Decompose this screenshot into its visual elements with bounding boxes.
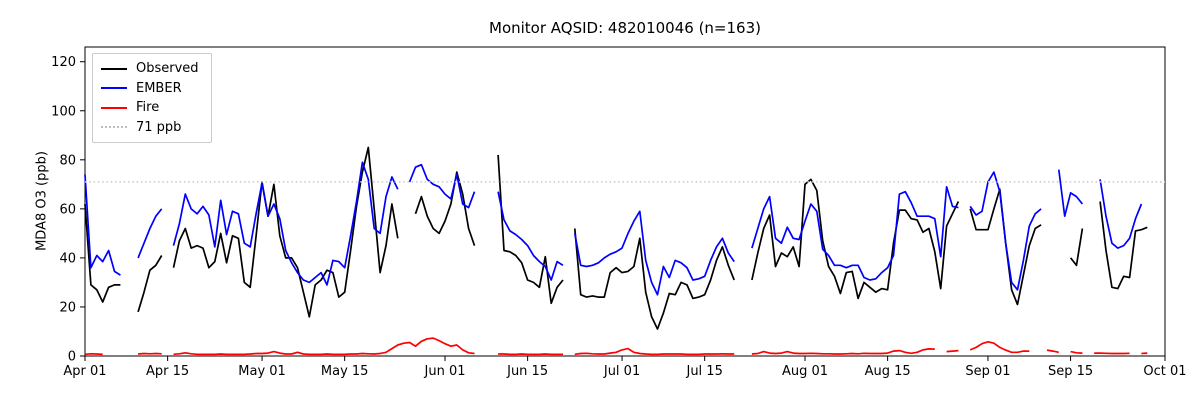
x-tick-label: Sep 01 bbox=[965, 364, 1010, 379]
legend-item-ember: EMBER bbox=[101, 79, 199, 99]
series-observed-line bbox=[137, 255, 163, 313]
y-axis-label: MDA8 O3 (ppb) bbox=[34, 151, 50, 251]
series-ember-line bbox=[172, 161, 399, 286]
series-fire-line bbox=[969, 340, 1030, 354]
y-tick-label: 80 bbox=[59, 153, 76, 168]
series-fire-line bbox=[574, 347, 735, 356]
x-axis: Apr 01 Apr 15 May 01 May 15 Jun 01 Jun 15 Jul … bbox=[63, 356, 1187, 379]
series-ember-line bbox=[497, 191, 564, 281]
x-tick-label: May 01 bbox=[238, 364, 286, 379]
series-fire-line bbox=[173, 337, 475, 356]
y-tick-label: 60 bbox=[59, 202, 76, 217]
series-fire bbox=[84, 337, 1148, 356]
legend-item-observed: Observed bbox=[101, 59, 199, 79]
series-fire-line bbox=[1070, 350, 1083, 354]
series-observed-line bbox=[497, 154, 564, 305]
series-observed bbox=[84, 146, 1148, 330]
legend: Observed EMBER Fire 71 ppb bbox=[92, 53, 212, 143]
plot-border bbox=[84, 46, 1166, 357]
x-tick-label: Apr 01 bbox=[63, 364, 106, 379]
fire-line-sample bbox=[101, 106, 127, 109]
legend-label-ember: EMBER bbox=[136, 80, 182, 96]
x-tick-label: Jul 15 bbox=[685, 364, 722, 379]
observed-line-sample bbox=[101, 67, 127, 70]
x-tick-label: Oct 01 bbox=[1143, 364, 1186, 379]
series-observed-line bbox=[1099, 201, 1148, 290]
series-ember-line bbox=[1057, 169, 1084, 218]
y-tick-label: 120 bbox=[51, 55, 76, 70]
series-fire-line bbox=[751, 348, 935, 355]
x-tick-label: Aug 01 bbox=[782, 364, 828, 379]
series-ember-line bbox=[1099, 179, 1143, 249]
x-tick-label: Aug 15 bbox=[865, 364, 911, 379]
y-axis: 0 20 40 60 80 100 120 bbox=[51, 55, 85, 365]
series-fire-line bbox=[1046, 349, 1059, 354]
x-tick-label: Jun 01 bbox=[424, 364, 466, 379]
series-ember-line bbox=[751, 185, 959, 281]
series-observed-line bbox=[172, 146, 399, 318]
x-tick-label: Jul 01 bbox=[603, 364, 640, 379]
x-tick-label: May 15 bbox=[321, 364, 369, 379]
series-ember bbox=[84, 161, 1143, 296]
series-fire-line bbox=[84, 352, 103, 356]
legend-item-threshold: 71 ppb bbox=[101, 118, 199, 138]
series-fire-line bbox=[138, 352, 162, 355]
series-observed-line bbox=[414, 171, 476, 246]
legend-label-fire: Fire bbox=[136, 100, 160, 116]
y-tick-label: 0 bbox=[68, 350, 76, 365]
legend-item-fire: Fire bbox=[101, 98, 199, 118]
x-tick-label: Jun 15 bbox=[506, 364, 548, 379]
threshold-line-sample bbox=[101, 126, 127, 129]
y-tick-label: 100 bbox=[51, 104, 76, 119]
legend-label-observed: Observed bbox=[136, 61, 199, 77]
series-observed-line bbox=[751, 178, 960, 300]
x-tick-label: Sep 15 bbox=[1048, 364, 1093, 379]
series-ember-line bbox=[84, 174, 121, 276]
series-observed-line bbox=[573, 228, 735, 330]
series-ember-line bbox=[969, 171, 1042, 291]
chart-title: Monitor AQSID: 482010046 (n=163) bbox=[489, 19, 761, 37]
legend-label-threshold: 71 ppb bbox=[136, 119, 182, 135]
series-ember-line bbox=[573, 210, 735, 296]
series-fire-line bbox=[946, 349, 959, 353]
series-observed-line bbox=[1069, 228, 1084, 267]
series-ember-line bbox=[137, 208, 163, 259]
series-ember-line bbox=[408, 163, 476, 209]
y-tick-label: 40 bbox=[59, 251, 76, 266]
y-tick-label: 20 bbox=[59, 300, 76, 315]
x-tick-label: Apr 15 bbox=[146, 364, 189, 379]
series-observed-line bbox=[84, 203, 121, 303]
ember-line-sample bbox=[101, 87, 127, 90]
